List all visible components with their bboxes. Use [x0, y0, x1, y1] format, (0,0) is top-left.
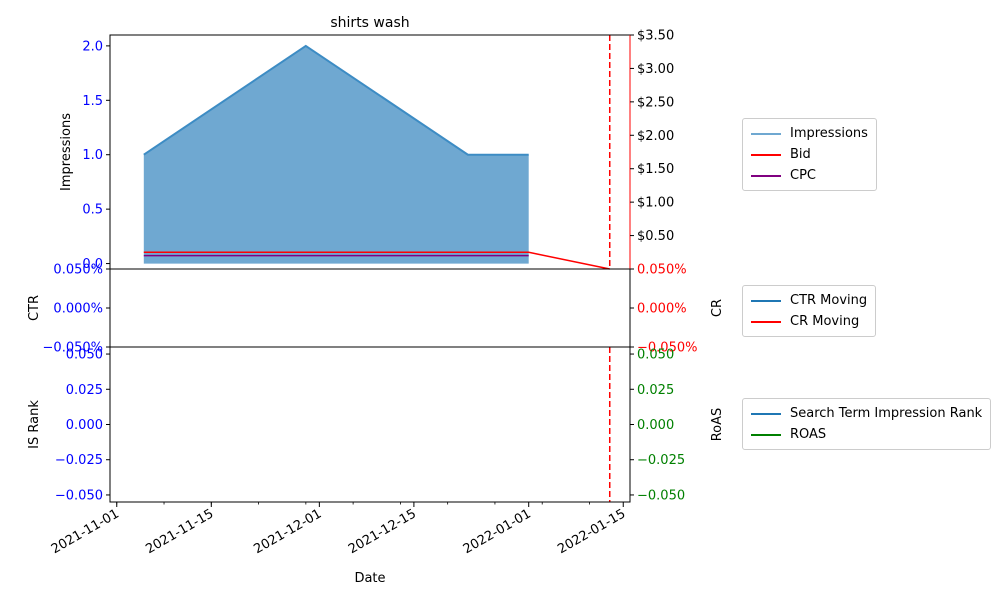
y-axis-label-left-middle: CTR: [27, 295, 42, 321]
legend-swatch: [751, 433, 781, 436]
right-tick-label-top: $0.50: [637, 229, 674, 244]
y-axis-label-right-middle: CR: [710, 299, 725, 317]
x-tick-label: 2021-11-15: [143, 506, 216, 557]
legend-label: CR Moving: [790, 314, 860, 329]
legend-swatch: [751, 153, 781, 156]
legend-label: CPC: [790, 168, 816, 183]
right-tick-label-top: $2.50: [637, 95, 674, 110]
left-tick-label-top: 2.0: [82, 39, 103, 54]
legend-label: CTR Moving: [790, 293, 868, 308]
legend-swatch: [751, 132, 781, 135]
legend-item: CTR Moving: [751, 290, 867, 311]
right-tick-label-top: $1.50: [637, 162, 674, 177]
left-tick-label-top: 1.0: [82, 148, 103, 163]
legend-label: Bid: [790, 147, 811, 162]
legend-bottom: Search Term Impression Rank ROAS: [742, 398, 992, 450]
left-tick-label-top: 0.0: [82, 257, 103, 272]
right-tick-label-top: $2.00: [637, 129, 674, 144]
left-tick-label-top: 0.5: [82, 203, 103, 218]
legend-item: Search Term Impression Rank: [751, 403, 982, 424]
right-tick-label-bottom: 0.000: [637, 418, 674, 433]
left-tick-label-middle: 0.050%: [53, 263, 103, 278]
legend-swatch: [751, 299, 781, 302]
legend-label: Search Term Impression Rank: [790, 406, 983, 421]
legend-label: ROAS: [790, 427, 827, 442]
left-tick-label-bottom: −0.050: [55, 488, 103, 503]
series-bid-line: [143, 251, 610, 270]
right-tick-label-top: $1.00: [637, 196, 674, 211]
right-tick-label-bottom: 0.025: [637, 383, 674, 398]
y-axis-label-right-bottom: RoAS: [710, 408, 725, 442]
left-tick-label-middle: 0.000%: [53, 302, 103, 317]
y-axis-label-left-bottom: IS Rank: [27, 400, 42, 449]
right-tick-label-middle: −0.050%: [637, 341, 697, 356]
x-tick-label: 2021-12-15: [346, 506, 419, 557]
left-tick-label-bottom: 0.000: [66, 418, 103, 433]
x-axis-label: Date: [354, 571, 385, 586]
x-tick-label: 2022-01-01: [461, 506, 534, 557]
legend-swatch: [751, 320, 781, 323]
left-tick-label-top: 1.5: [82, 94, 103, 109]
right-tick-label-bottom: −0.050: [637, 488, 685, 503]
legend-item: Bid: [751, 144, 868, 165]
right-tick-label-top: $3.50: [637, 29, 674, 44]
legend-item: ROAS: [751, 424, 982, 445]
series-impressions-line: [143, 44, 529, 156]
x-tick-label: 2022-01-15: [555, 506, 628, 557]
x-tick-label: 2021-11-01: [49, 506, 122, 557]
y-axis-label-left-top: Impressions: [59, 113, 74, 191]
right-tick-label-top: $3.00: [637, 62, 674, 77]
right-tick-label-bottom: −0.025: [637, 453, 685, 468]
legend-swatch: [751, 412, 781, 415]
legend-item: Impressions: [751, 123, 868, 144]
legend-top: Impressions Bid CPC: [742, 118, 877, 191]
legend-label: Impressions: [790, 126, 868, 141]
right-tick-label-middle: 0.050%: [637, 263, 687, 278]
series-impressions-area: [143, 45, 529, 264]
left-tick-label-bottom: 0.050: [66, 348, 103, 363]
plot-frame-middle: [109, 268, 631, 348]
left-tick-label-middle: −0.050%: [43, 341, 103, 356]
right-tick-label-middle: 0.000%: [637, 302, 687, 317]
legend-item: CR Moving: [751, 311, 867, 332]
chart-title: shirts wash: [330, 15, 409, 31]
plot-frame-bottom: [109, 346, 631, 503]
left-tick-label-bottom: 0.025: [66, 383, 103, 398]
left-tick-label-bottom: −0.025: [55, 453, 103, 468]
x-tick-label: 2021-12-01: [251, 506, 324, 557]
legend-middle: CTR Moving CR Moving: [742, 285, 877, 337]
legend-item: CPC: [751, 165, 868, 186]
legend-swatch: [751, 174, 781, 177]
right-tick-label-bottom: 0.050: [637, 348, 674, 363]
